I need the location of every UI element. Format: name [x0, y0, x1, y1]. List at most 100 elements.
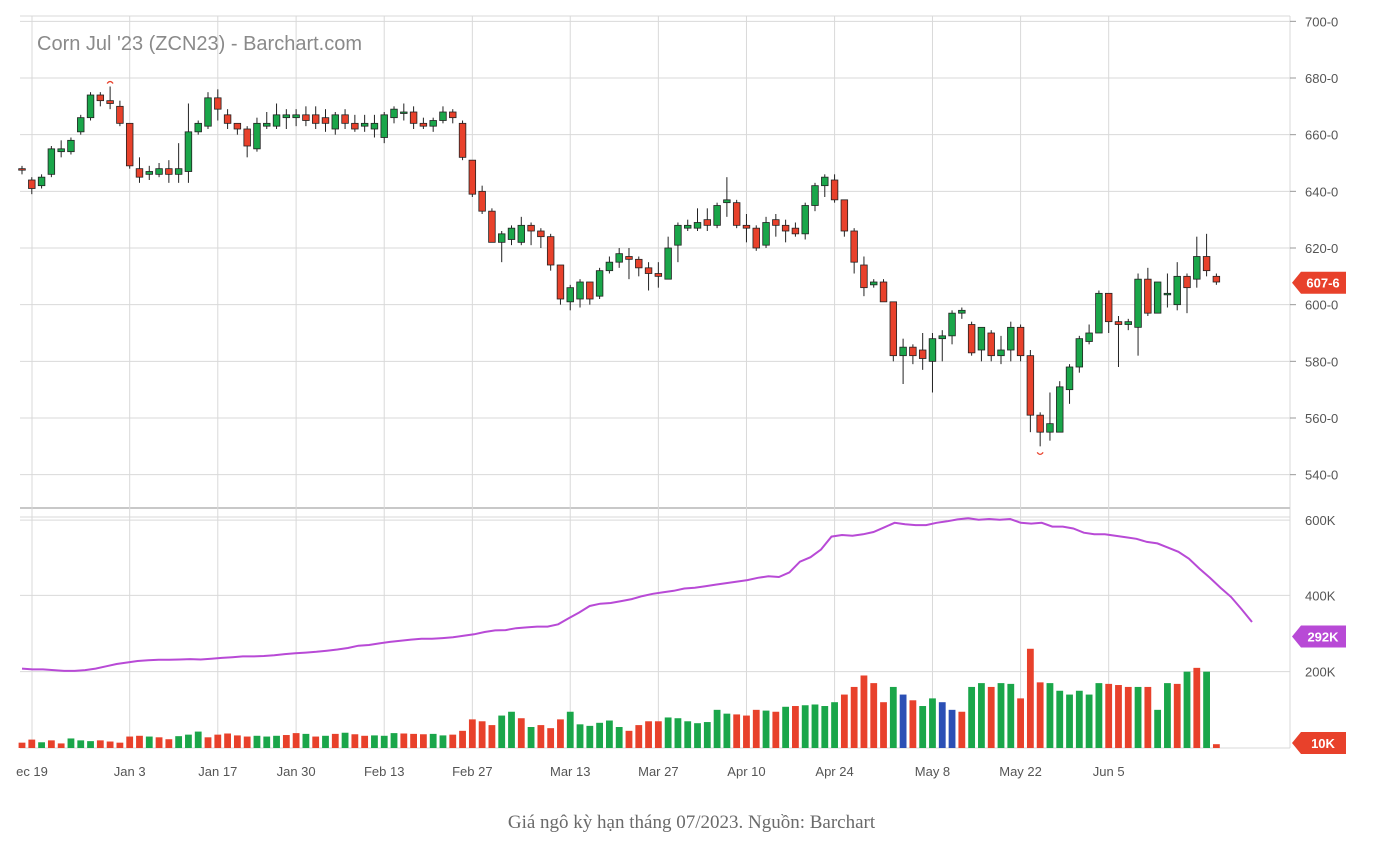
volume-bar [419, 734, 427, 748]
volume-bar [840, 694, 848, 748]
candle-down [1104, 292, 1113, 323]
candle-up [1173, 275, 1181, 306]
volume-bar [958, 711, 966, 748]
candle-down [214, 97, 222, 110]
candle-up [674, 224, 682, 246]
volume-bar [106, 741, 114, 748]
candle-down [586, 281, 594, 300]
volume-bar [439, 735, 447, 748]
candle-down [644, 267, 653, 274]
volume-bar [792, 706, 799, 748]
candle-down [18, 168, 26, 171]
candle-down [1212, 275, 1221, 283]
candle-down [351, 122, 359, 130]
candle-down [1202, 256, 1211, 272]
candle-down [654, 273, 663, 277]
price-tick-label: 620-0 [1305, 241, 1338, 256]
candle-up [1134, 278, 1142, 328]
volume-bar [645, 721, 652, 748]
volume-bar [204, 737, 212, 748]
volume-bar [28, 739, 36, 748]
candle-up [194, 122, 202, 133]
candle-up [37, 176, 46, 187]
volume-bar [1046, 683, 1054, 748]
candle-down [625, 256, 633, 260]
candle-up [380, 114, 388, 138]
candle-up [870, 281, 878, 286]
candle-up [684, 224, 692, 229]
volume-bar [566, 711, 574, 748]
volume-bar [185, 734, 192, 748]
volume-bar [889, 686, 897, 748]
volume-bar [762, 710, 770, 748]
volume-bar [380, 735, 388, 748]
volume-bar [292, 733, 300, 748]
candle-down [546, 236, 555, 266]
candle-down [850, 230, 858, 263]
volume-bar [743, 715, 750, 748]
candle-down [458, 122, 467, 158]
candle-up [1056, 386, 1064, 433]
volume-bar [273, 735, 280, 748]
tag-shape [1292, 732, 1346, 754]
volume-bar [429, 733, 437, 748]
price-tick-label: 640-0 [1305, 184, 1338, 199]
volume-tick-label: 600K [1305, 513, 1336, 528]
price-tick-label: 680-0 [1305, 71, 1338, 86]
volume-bar [478, 721, 486, 748]
candle-up [429, 120, 437, 127]
volume-bar [1164, 683, 1171, 748]
candle-up [1075, 338, 1084, 368]
volume-bar [1095, 683, 1103, 748]
candle-up [204, 97, 212, 127]
volume-bar [625, 730, 633, 748]
candle-up [664, 247, 672, 280]
candle-down [233, 122, 242, 130]
candle-down [556, 264, 565, 300]
volume-bar [282, 735, 290, 748]
candle-down [527, 224, 535, 232]
volume-bar [1075, 690, 1083, 748]
volume-bar [831, 702, 838, 748]
volume-bar [782, 706, 790, 748]
time-tick-label: Jun 5 [1093, 764, 1125, 779]
volume-bar [1183, 671, 1191, 748]
volume-bar [801, 705, 809, 748]
price-tags: 607-6 292K 10K [1292, 271, 1346, 754]
volume-bar [987, 686, 995, 748]
time-tick-label: Jan 17 [198, 764, 237, 779]
volume-bar [968, 686, 976, 748]
volume-bar [517, 718, 525, 748]
volume-bar [1105, 683, 1113, 748]
volume-bar [1203, 671, 1210, 748]
candle-down [703, 219, 711, 226]
price-tick-label: 700-0 [1305, 14, 1338, 29]
volume-bar [772, 711, 780, 748]
candle-down [341, 114, 349, 124]
candle-down [1144, 278, 1152, 314]
volume-bar [214, 734, 222, 748]
candle-up [1046, 423, 1054, 433]
volume-bar [557, 719, 564, 748]
volume-bar [165, 739, 173, 748]
candle-down [311, 114, 320, 124]
candle-down [468, 159, 477, 195]
volume-bar [899, 694, 907, 748]
volume-bar [1124, 686, 1132, 748]
candle-down [106, 100, 114, 104]
candle-up [282, 114, 291, 119]
volume-bar [371, 735, 378, 748]
volume-bar [312, 736, 320, 748]
candle-down [28, 179, 36, 189]
volume-bar [1144, 686, 1152, 748]
volume-bar [1115, 685, 1122, 748]
volume-bar [390, 733, 398, 748]
volume-bar [586, 725, 594, 748]
candle-down [96, 94, 105, 102]
volume-bar [733, 714, 741, 748]
candle-up [811, 185, 819, 206]
time-tick-label: May 22 [999, 764, 1042, 779]
time-tick-label: Feb 27 [452, 764, 492, 779]
candle-down [419, 122, 428, 127]
candle-down [478, 190, 486, 212]
